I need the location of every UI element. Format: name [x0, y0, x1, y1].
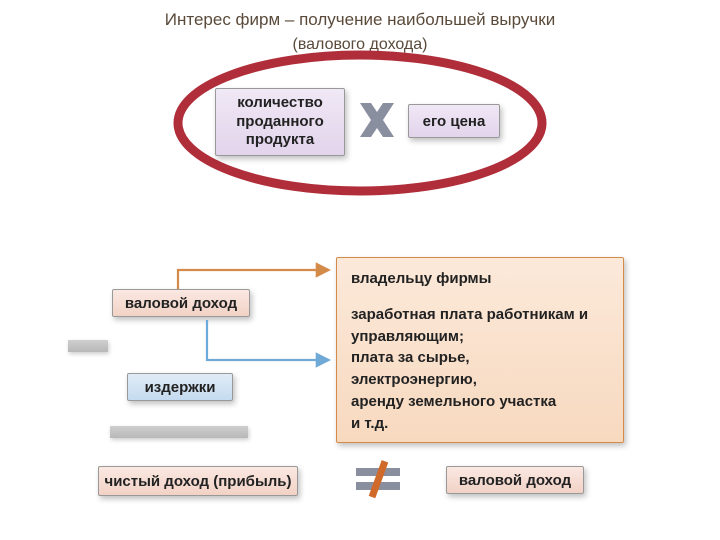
owner-line-1: владельцу фирмы: [351, 268, 609, 290]
owner-line-4: электроэнергию,: [351, 369, 609, 391]
owner-box: владельцу фирмы заработная плата работни…: [336, 257, 624, 443]
costs-box: издержки: [127, 373, 233, 401]
price-label: его цена: [423, 113, 486, 130]
minus-bar-2: [110, 426, 248, 438]
owner-line-3: плата за сырье,: [351, 347, 609, 369]
multiply-icon: [357, 100, 397, 140]
gross-income-label-1: валовой доход: [125, 295, 237, 312]
owner-line-5: аренду земельного участка: [351, 391, 609, 413]
gross-income-label-2: валовой доход: [459, 472, 571, 489]
quantity-box: количество проданного продукта: [215, 88, 345, 156]
profit-label: чистый доход (прибыль): [104, 473, 291, 490]
owner-line-6: и т.д.: [351, 413, 609, 435]
gross-income-box-2: валовой доход: [446, 466, 584, 494]
owner-line-2: заработная плата работникам и управляющи…: [351, 304, 609, 348]
not-equal-icon: [350, 458, 406, 500]
gross-income-box-1: валовой доход: [112, 289, 250, 317]
costs-label: издержки: [145, 379, 216, 396]
profit-box: чистый доход (прибыль): [98, 466, 298, 496]
minus-bar-1: [68, 340, 108, 352]
price-box: его цена: [408, 104, 500, 138]
diagram-title: Интерес фирм – получение наибольшей выру…: [0, 10, 720, 30]
quantity-label: количество проданного продукта: [236, 94, 324, 150]
